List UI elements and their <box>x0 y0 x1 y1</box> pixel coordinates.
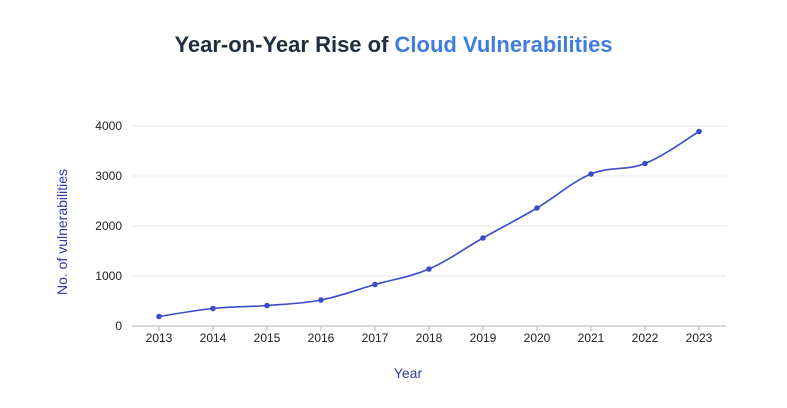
series-line <box>158 130 700 318</box>
data-point <box>696 128 702 135</box>
x-tick-label: 2017 <box>362 331 389 345</box>
y-tick-label: 1000 <box>95 269 122 283</box>
data-point <box>480 235 486 241</box>
x-tick-label: 2015 <box>254 331 281 345</box>
data-point <box>588 171 594 177</box>
data-point <box>642 160 648 167</box>
x-tick-label: 2014 <box>200 331 227 345</box>
x-tick-label: 2019 <box>470 331 497 345</box>
x-tick-label: 2016 <box>308 331 335 345</box>
y-tick-label: 4000 <box>95 119 122 133</box>
y-tick-label: 0 <box>115 319 122 333</box>
chart-title: Year-on-Year Rise of Cloud Vulnerabiliti… <box>0 32 787 58</box>
x-tick-label: 2021 <box>578 331 605 345</box>
data-points <box>156 128 702 320</box>
data-point <box>264 302 270 309</box>
x-tick-label: 2020 <box>524 331 551 345</box>
chart-title-prefix: Year-on-Year Rise of <box>174 32 389 57</box>
axes <box>132 325 726 331</box>
tick-labels: 0 1000 2000 3000 4000 2013 2014 2015 2016 2017 201… <box>95 119 712 345</box>
x-tick-label: 2023 <box>686 331 713 345</box>
data-point <box>156 313 162 320</box>
x-tick-label: 2022 <box>632 331 659 345</box>
data-point <box>426 266 432 272</box>
gridlines <box>132 125 726 277</box>
x-axis-label: Year <box>394 365 423 381</box>
x-tick-label: 2018 <box>416 331 443 345</box>
data-point <box>318 297 324 303</box>
y-axis-label: No. of vulnerabilities <box>54 169 70 295</box>
data-point <box>372 281 378 288</box>
series-line-group <box>158 130 700 318</box>
data-point <box>210 305 216 312</box>
chart-title-highlight: Cloud Vulnerabilities <box>394 32 613 57</box>
data-point <box>534 205 540 211</box>
x-tick-label: 2013 <box>146 331 173 345</box>
y-tick-label: 3000 <box>95 169 122 183</box>
y-tick-label: 2000 <box>95 219 122 233</box>
